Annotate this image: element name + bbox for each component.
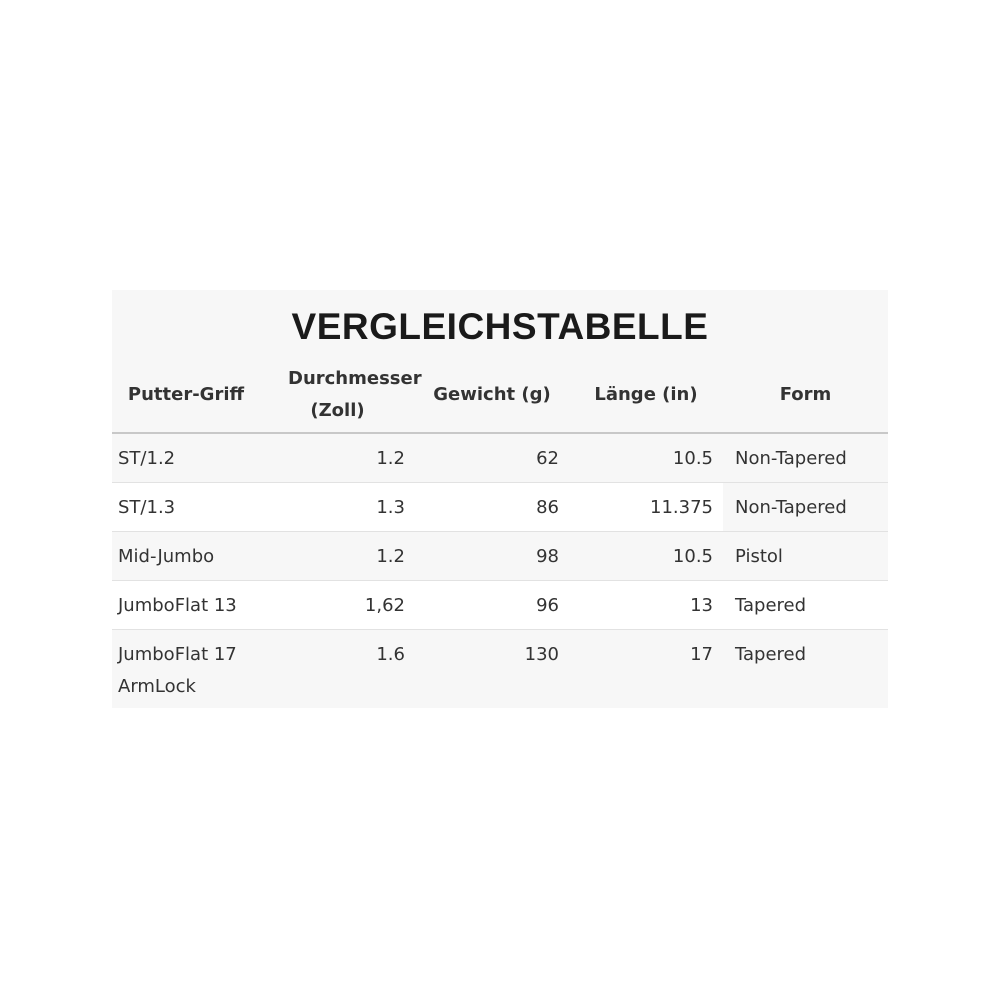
cell-grip: Mid-Jumbo [112,531,260,581]
cell-weight: 62 [415,433,569,483]
table-row: Mid-Jumbo 1.2 98 10.5 Pistol [112,531,888,581]
cell-weight: 86 [415,482,569,532]
table-row: JumboFlat 13 1,62 96 13 Tapered [112,580,888,630]
cell-length: 17 [569,629,723,708]
cell-length: 11.375 [569,482,723,532]
cell-length: 10.5 [569,531,723,581]
cell-form: Non-Tapered [723,482,888,532]
header-weight: Gewicht (g) [415,358,569,434]
header-row: Putter-Griff Durchmesser (Zoll) Gewicht … [112,358,888,434]
cell-length: 10.5 [569,433,723,483]
header-length: Länge (in) [569,358,723,434]
cell-grip: ST/1.2 [112,433,260,483]
header-form: Form [723,358,888,434]
cell-grip: JumboFlat 13 [112,580,260,630]
cell-diameter: 1.3 [260,482,415,532]
cell-form: Non-Tapered [723,433,888,483]
table-row: JumboFlat 17 ArmLock 1.6 130 17 Tapered [112,629,888,708]
cell-diameter: 1.6 [260,629,415,708]
header-diameter: Durchmesser (Zoll) [260,358,422,434]
cell-grip: JumboFlat 17 ArmLock [112,629,260,708]
table-title: VERGLEICHSTABELLE [291,306,709,347]
cell-weight: 130 [415,629,569,708]
table-row: ST/1.3 1.3 86 11.375 Non-Tapered [112,482,888,532]
cell-diameter: 1.2 [260,433,415,483]
table-row: ST/1.2 1.2 62 10.5 Non-Tapered [112,433,888,483]
cell-weight: 98 [415,531,569,581]
comparison-table: Putter-Griff Durchmesser (Zoll) Gewicht … [112,358,888,708]
cell-form: Tapered [723,629,888,708]
cell-form: Pistol [723,531,888,581]
comparison-table-container: VERGLEICHSTABELLE Putter-Griff Durchmess… [112,290,888,708]
header-grip: Putter-Griff [112,358,260,434]
cell-grip: ST/1.3 [112,482,260,532]
cell-form: Tapered [723,580,888,630]
cell-length: 13 [569,580,723,630]
cell-weight: 96 [415,580,569,630]
cell-diameter: 1.2 [260,531,415,581]
cell-diameter: 1,62 [260,580,415,630]
